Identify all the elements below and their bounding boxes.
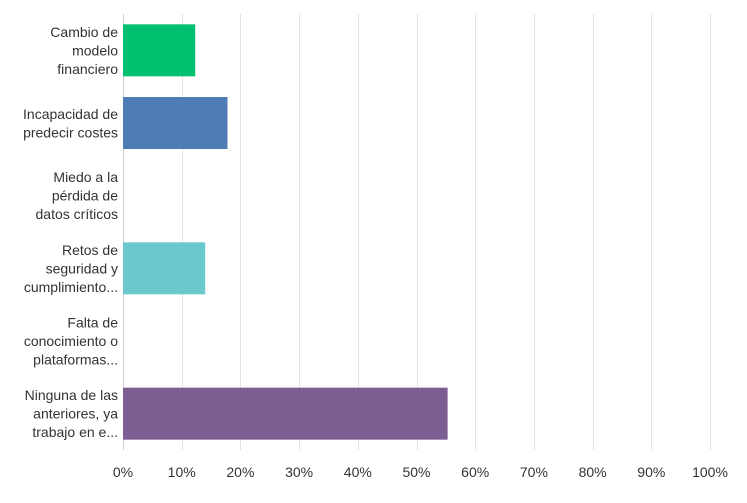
x-tick-labels: 0% 10% 20% 30% 40% 50% 60% 70% 80% 90% 100% <box>113 464 728 480</box>
bar <box>123 242 206 295</box>
x-tick-label: 100% <box>692 464 728 480</box>
category-label: Miedo a la pérdida de datos críticos <box>36 169 119 222</box>
category-label: Cambio de modelo financiero <box>50 24 118 77</box>
category-label: Retos de seguridad y cumplimiento... <box>24 242 118 295</box>
x-tick-label: 40% <box>344 464 372 480</box>
x-tick-label: 80% <box>579 464 607 480</box>
bar <box>123 387 448 440</box>
bar <box>123 97 228 149</box>
category-label: Incapacidad de predecir costes <box>23 106 118 141</box>
category-label: Ninguna de las anteriores, ya trabajo en e… <box>25 387 119 440</box>
x-tick-label: 70% <box>520 464 548 480</box>
bars <box>123 24 448 440</box>
bar <box>123 24 196 77</box>
x-tick-label: 60% <box>461 464 489 480</box>
category-labels: Cambio de modelo financiero Incapacidad de p… <box>23 24 118 440</box>
x-tick-label: 90% <box>637 464 665 480</box>
x-tick-label: 20% <box>226 464 254 480</box>
category-label: Falta de conocimiento o plataformas... <box>24 315 118 368</box>
x-tick-label: 0% <box>113 464 133 480</box>
x-tick-label: 10% <box>168 464 196 480</box>
x-tick-label: 30% <box>285 464 313 480</box>
gridlines <box>123 14 711 450</box>
x-tick-label: 50% <box>402 464 430 480</box>
